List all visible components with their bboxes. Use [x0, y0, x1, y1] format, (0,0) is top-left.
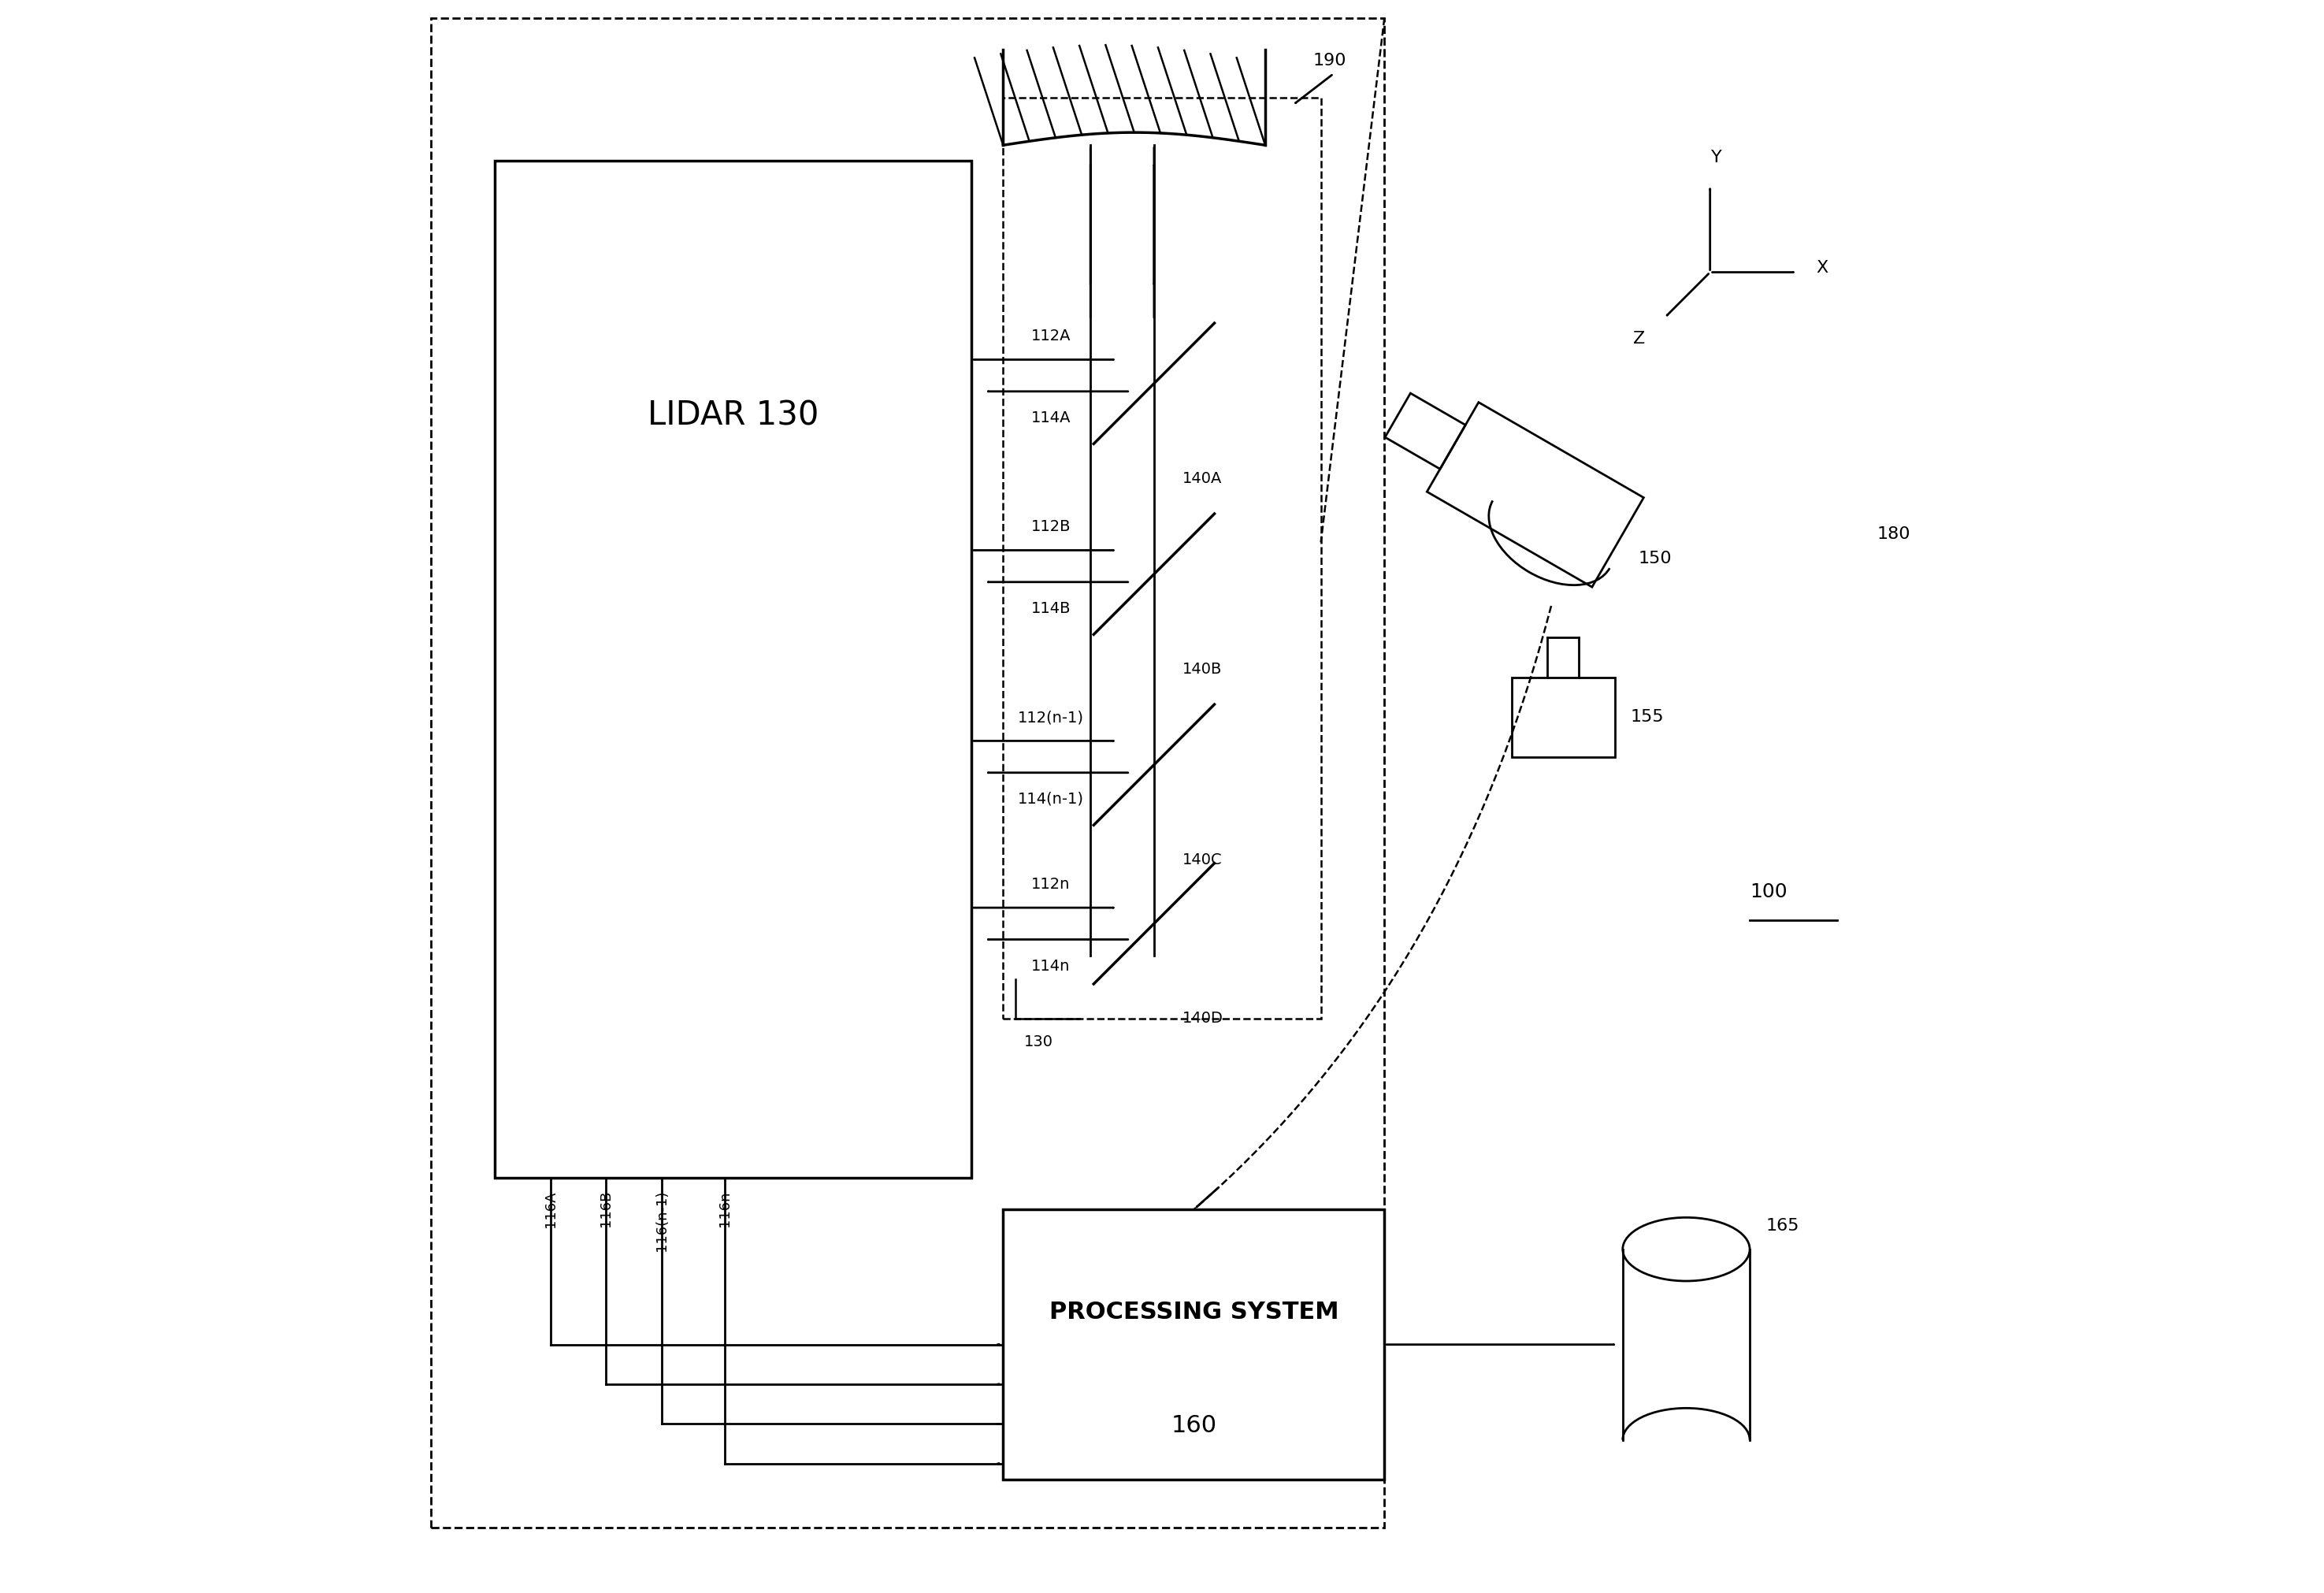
Text: 116(n-1): 116(n-1)	[655, 1190, 669, 1252]
Text: 160: 160	[1171, 1415, 1218, 1437]
Text: 114A: 114A	[1032, 411, 1071, 425]
Text: 190: 190	[1313, 53, 1346, 68]
Text: PROCESSING SYSTEM: PROCESSING SYSTEM	[1048, 1301, 1339, 1324]
Text: 140A: 140A	[1183, 472, 1222, 486]
Text: LIDAR 130: LIDAR 130	[648, 398, 818, 432]
Text: 112A: 112A	[1032, 328, 1071, 344]
Text: X: X	[1817, 260, 1829, 276]
Text: 155: 155	[1631, 709, 1664, 725]
Text: 116A: 116A	[544, 1190, 558, 1227]
Text: 130: 130	[1025, 1035, 1053, 1050]
Text: 114(n-1): 114(n-1)	[1018, 792, 1083, 806]
Text: 112n: 112n	[1032, 876, 1071, 892]
Text: 114B: 114B	[1032, 601, 1071, 616]
Text: 114n: 114n	[1032, 959, 1071, 973]
Text: Z: Z	[1634, 331, 1645, 347]
Text: 140B: 140B	[1183, 661, 1222, 677]
Text: Y: Y	[1710, 150, 1722, 166]
Text: 180: 180	[1878, 527, 1910, 542]
Text: 116B: 116B	[600, 1190, 614, 1227]
Text: 116n: 116n	[718, 1190, 732, 1227]
Text: 150: 150	[1638, 550, 1673, 566]
Text: 112(n-1): 112(n-1)	[1018, 710, 1083, 725]
Text: 140D: 140D	[1183, 1012, 1222, 1026]
Text: 165: 165	[1766, 1217, 1799, 1233]
Text: 140C: 140C	[1183, 852, 1222, 867]
Text: 112B: 112B	[1032, 519, 1071, 534]
Text: 100: 100	[1750, 883, 1787, 902]
